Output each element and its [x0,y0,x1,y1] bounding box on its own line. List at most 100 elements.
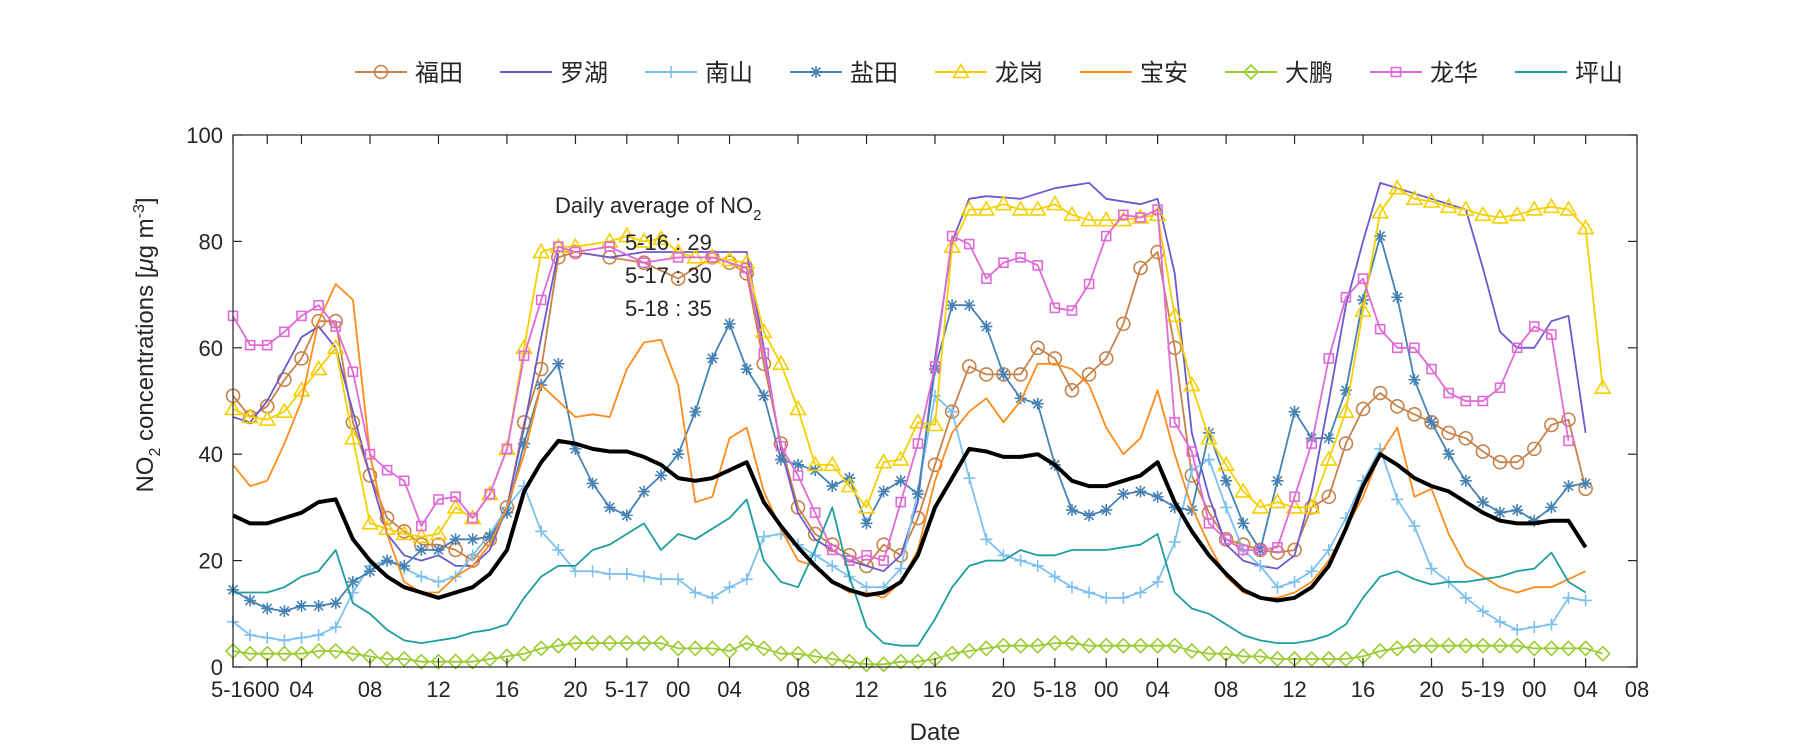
data-point [1509,454,1525,470]
data-point [655,573,668,586]
data-point [379,510,395,526]
data-point [1118,209,1129,221]
data-point [244,339,256,351]
data-point [1269,650,1286,668]
data-point [1459,591,1472,604]
data-point [875,656,892,673]
data-point [1526,640,1543,657]
data-point [1319,450,1338,466]
data-point [518,437,531,450]
data-point [707,252,718,263]
data-point [1200,645,1218,662]
data-point [1408,373,1421,386]
data-point [241,407,260,424]
data-point [1063,634,1081,652]
data-point [535,525,548,538]
data-point [1272,541,1283,553]
data-point [296,310,307,322]
data-point [295,599,308,612]
data-point [824,650,841,668]
data-point [981,273,992,284]
data-point [604,241,615,253]
legend-item: 南山 [645,60,753,87]
data-point [858,656,875,673]
data-point [635,232,653,248]
data-point [840,477,859,493]
data-point [295,631,308,644]
data-point [1511,504,1524,517]
data-point [1476,605,1489,618]
data-point [1080,211,1098,227]
data-point [1289,491,1300,503]
data-point [841,653,858,670]
data-point [1288,405,1301,418]
data-point [312,629,325,642]
data-point [809,507,821,519]
data-point [774,453,787,466]
data-point [757,530,770,543]
data-point [672,448,685,461]
data-point [1271,474,1284,487]
data-point [740,363,753,376]
data-point [1391,493,1404,506]
data-point [670,640,687,657]
data-point [398,475,410,487]
data-point [704,640,721,657]
data-point [861,549,872,561]
data-point [1528,621,1541,634]
x-tick-label: 08 [1625,677,1649,702]
legend-label: 盐田 [850,60,898,87]
data-point [637,570,650,583]
data-point [1202,453,1215,466]
data-point [926,415,944,432]
data-point [1389,640,1406,657]
data-point [1339,384,1352,397]
data-point [1306,438,1317,449]
ylabel-mu: μ [132,258,159,272]
data-point [1168,535,1181,548]
x-tick-label: 04 [1573,677,1597,702]
data-point [977,200,996,216]
data-point [620,567,633,580]
data-point [1542,197,1561,214]
data-point [1525,200,1544,216]
data-point [1405,189,1424,206]
data-point [552,357,565,370]
data-point [244,629,257,642]
data-point [789,399,807,416]
ylabel-mid: concentrations [ [132,271,159,447]
data-point [1183,642,1200,660]
data-point [312,599,325,612]
data-point [1014,392,1027,405]
data-point [550,637,567,654]
data-point [824,537,840,552]
y-tick-label: 100 [186,123,223,148]
data-point [1407,406,1422,422]
data-point [1047,351,1063,366]
data-point [1165,306,1184,323]
legend-marker [810,66,822,78]
data-point [1389,399,1405,414]
data-point [347,366,359,378]
data-point [1305,432,1318,445]
data-point [1423,637,1440,654]
series-line [232,251,1587,567]
data-point [241,645,259,662]
data-point [279,326,290,338]
data-point [413,653,430,670]
data-point [1372,642,1389,660]
data-point [877,485,890,498]
legend-item: 坪山 [1515,60,1623,87]
data-point [1305,565,1318,578]
data-point [363,565,376,578]
data-point [378,650,396,668]
data-point [346,575,359,588]
data-point [1371,203,1390,219]
data-point [1116,316,1131,332]
legend-label: 大鹏 [1285,60,1333,87]
data-point [1255,544,1266,556]
data-point [857,498,876,514]
data-point [807,648,824,665]
data-point [1115,637,1132,654]
